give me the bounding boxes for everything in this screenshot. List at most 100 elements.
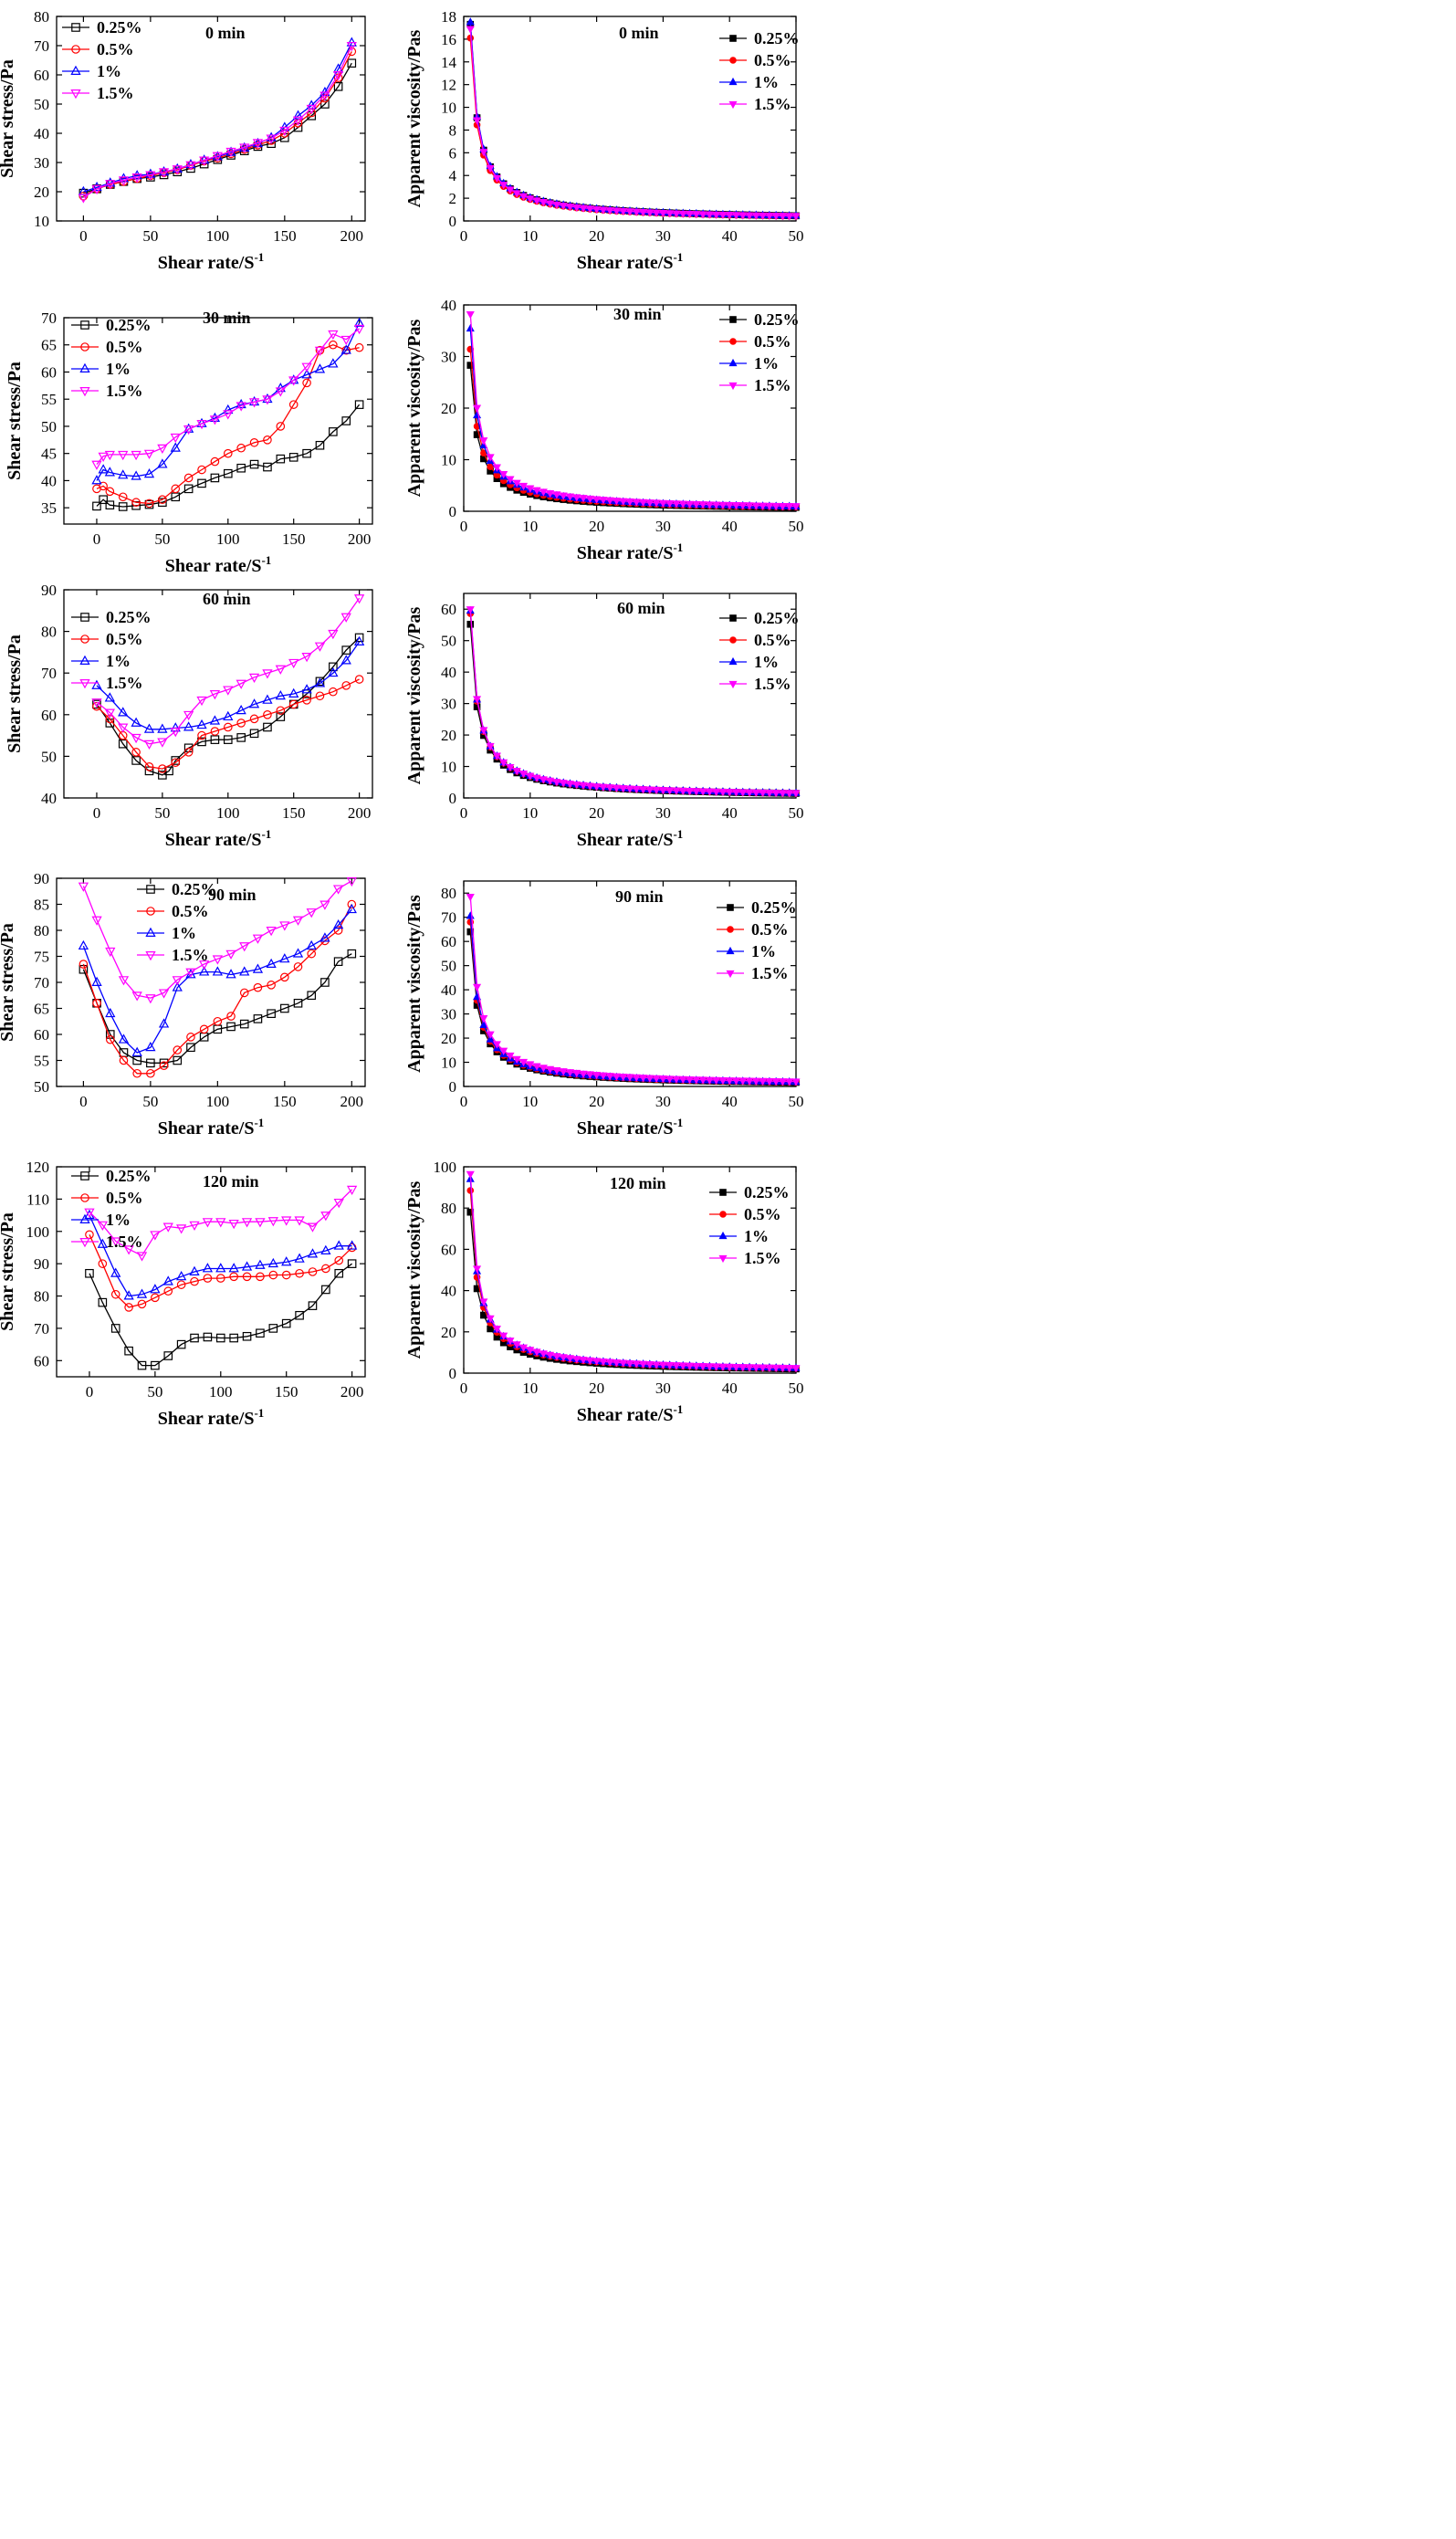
data-point [685, 1076, 695, 1085]
data-point [512, 479, 521, 488]
data-point [546, 1065, 555, 1074]
data-point [592, 1072, 602, 1080]
legend: 0.25% 0.5% 1% 1.5% [71, 608, 152, 692]
data-point [118, 450, 129, 461]
y-tick-label: 30 [441, 696, 456, 713]
legend-label: 0.5% [97, 40, 134, 58]
data-point [281, 1256, 292, 1266]
legend-marker [728, 382, 738, 391]
data-point [632, 785, 641, 794]
data-point [625, 498, 634, 507]
data-point [778, 790, 787, 798]
legend: 0.25% 0.5% 1% 1.5% [719, 609, 800, 693]
data-point [281, 1216, 292, 1226]
data-point [619, 1074, 628, 1082]
data-point [314, 677, 326, 687]
data-point [267, 1217, 278, 1227]
data-point [307, 991, 317, 1001]
legend-label: 0.5% [172, 902, 209, 920]
data-point [267, 1009, 276, 1018]
legend-label: 0.25% [106, 316, 152, 334]
data-point [572, 1356, 581, 1364]
data-point [526, 772, 535, 781]
x-axis-title-superscript: -1 [254, 1116, 264, 1129]
plot-frame [56, 877, 366, 1087]
x-axis-title-superscript: -1 [673, 1402, 683, 1416]
data-point [292, 948, 304, 958]
data-point [759, 212, 768, 220]
data-point [85, 1230, 94, 1240]
data-point [266, 134, 277, 144]
data-point [239, 988, 249, 998]
legend-label: 1% [744, 1227, 769, 1245]
data-point [281, 1318, 291, 1328]
plot-frame [63, 589, 373, 799]
x-axis-title-text: Shear rate/S [165, 556, 262, 576]
data-point [97, 1221, 108, 1231]
data-point [276, 706, 286, 716]
data-point [143, 467, 155, 478]
time-label: 90 min [208, 886, 257, 904]
x-tick-label: 50 [154, 804, 170, 822]
data-point [771, 1078, 780, 1086]
x-tick-label: 150 [275, 1383, 299, 1401]
data-point [612, 498, 621, 506]
legend: 0.25% 0.5% 1% 1.5% [717, 898, 797, 982]
data-point [199, 960, 210, 970]
data-point [163, 1286, 173, 1296]
data-point [159, 1061, 169, 1070]
data-point [226, 1012, 236, 1021]
data-point [183, 473, 194, 483]
data-point [329, 687, 338, 697]
data-point [479, 1020, 488, 1028]
data-point [532, 1063, 541, 1071]
data-point [579, 782, 588, 791]
data-point [143, 723, 155, 733]
data-point [473, 117, 482, 125]
data-point [104, 450, 115, 461]
data-point [176, 1280, 186, 1289]
data-point [645, 209, 655, 217]
x-tick-label: 20 [589, 518, 604, 535]
data-point [506, 763, 515, 772]
data-point [738, 789, 748, 797]
legend-label: 1.5% [172, 946, 209, 964]
data-point [157, 444, 168, 455]
data-point [253, 1014, 263, 1023]
data-point [223, 735, 233, 744]
data-point [190, 1333, 199, 1343]
data-point [203, 1332, 213, 1342]
data-point [294, 1216, 305, 1226]
data-point [209, 412, 221, 422]
data-point [118, 707, 129, 717]
data-point [78, 194, 89, 204]
data-point [131, 470, 141, 480]
data-point [319, 932, 330, 942]
data-point [145, 994, 156, 1004]
data-point [136, 1288, 148, 1298]
data-point [778, 502, 787, 511]
y-tick-label: 20 [441, 1324, 456, 1341]
data-point [315, 677, 325, 687]
y-tick-label: 80 [441, 885, 456, 902]
data-point [199, 156, 210, 166]
data-point [118, 469, 129, 479]
y-tick-label: 50 [441, 958, 456, 975]
chart-panel-visc-30: 0 10 20 30 40 50 0 10 20 30 40 Shear rate/S-1 Appare… [404, 297, 804, 563]
data-point [486, 164, 495, 173]
x-tick-label: 40 [722, 1093, 738, 1110]
data-point [639, 786, 648, 794]
x-tick-label: 30 [655, 227, 671, 245]
data-point [236, 398, 246, 409]
data-point [213, 1016, 223, 1026]
x-tick-label: 50 [789, 227, 804, 245]
data-point [146, 1068, 155, 1078]
data-point [110, 1289, 120, 1299]
data-point [131, 733, 141, 744]
data-point [619, 785, 628, 793]
data-point [725, 501, 734, 510]
plot-frame [56, 16, 366, 222]
data-point [223, 410, 234, 420]
data-point [678, 787, 687, 796]
data-point [253, 982, 263, 992]
